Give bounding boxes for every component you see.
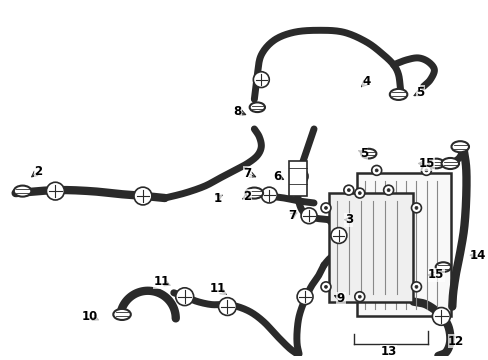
Circle shape xyxy=(424,169,427,172)
Text: 5: 5 xyxy=(415,86,424,99)
Circle shape xyxy=(358,192,361,194)
Ellipse shape xyxy=(249,102,264,112)
Bar xyxy=(288,161,306,196)
Circle shape xyxy=(175,288,193,306)
Circle shape xyxy=(354,292,364,302)
Text: 11: 11 xyxy=(153,275,170,288)
Circle shape xyxy=(374,169,377,172)
Ellipse shape xyxy=(360,149,376,158)
Text: 14: 14 xyxy=(469,249,486,262)
Ellipse shape xyxy=(245,188,263,199)
Text: 5: 5 xyxy=(359,147,367,160)
Text: 2: 2 xyxy=(34,165,42,178)
Text: 15: 15 xyxy=(427,269,444,282)
Text: 1: 1 xyxy=(213,192,221,204)
Ellipse shape xyxy=(113,309,130,320)
Circle shape xyxy=(411,203,421,213)
Circle shape xyxy=(414,285,417,288)
Text: 7: 7 xyxy=(243,167,251,180)
Circle shape xyxy=(320,203,330,213)
Ellipse shape xyxy=(435,262,450,272)
Ellipse shape xyxy=(441,158,458,169)
Text: 7: 7 xyxy=(287,209,296,222)
Circle shape xyxy=(371,166,381,175)
Ellipse shape xyxy=(428,159,443,168)
Circle shape xyxy=(46,182,64,200)
Circle shape xyxy=(301,208,316,224)
Text: 11: 11 xyxy=(209,282,225,295)
Circle shape xyxy=(253,72,269,87)
Circle shape xyxy=(411,282,421,292)
Ellipse shape xyxy=(14,186,31,197)
Circle shape xyxy=(134,187,152,205)
Circle shape xyxy=(297,289,312,305)
Circle shape xyxy=(218,298,236,315)
Text: 9: 9 xyxy=(336,292,345,305)
Circle shape xyxy=(414,206,417,210)
Text: 13: 13 xyxy=(380,346,396,359)
Circle shape xyxy=(386,189,389,192)
Circle shape xyxy=(346,189,349,192)
Circle shape xyxy=(261,187,277,203)
Bar xyxy=(328,193,413,302)
Ellipse shape xyxy=(389,89,407,100)
Circle shape xyxy=(354,188,364,198)
Text: 6: 6 xyxy=(272,170,281,183)
Text: 10: 10 xyxy=(82,310,98,323)
Circle shape xyxy=(330,228,346,243)
Text: 4: 4 xyxy=(362,75,370,88)
Circle shape xyxy=(324,206,327,210)
Bar xyxy=(356,174,450,316)
Text: 15: 15 xyxy=(417,157,434,170)
Circle shape xyxy=(421,166,430,175)
Circle shape xyxy=(431,307,449,325)
Circle shape xyxy=(320,282,330,292)
Text: 12: 12 xyxy=(447,334,464,348)
Text: 2: 2 xyxy=(243,190,251,203)
Circle shape xyxy=(324,285,327,288)
Text: 3: 3 xyxy=(344,213,352,226)
Text: 8: 8 xyxy=(233,105,241,118)
Circle shape xyxy=(383,185,393,195)
Ellipse shape xyxy=(450,141,468,152)
Circle shape xyxy=(358,295,361,298)
Circle shape xyxy=(343,185,353,195)
Circle shape xyxy=(291,168,307,184)
